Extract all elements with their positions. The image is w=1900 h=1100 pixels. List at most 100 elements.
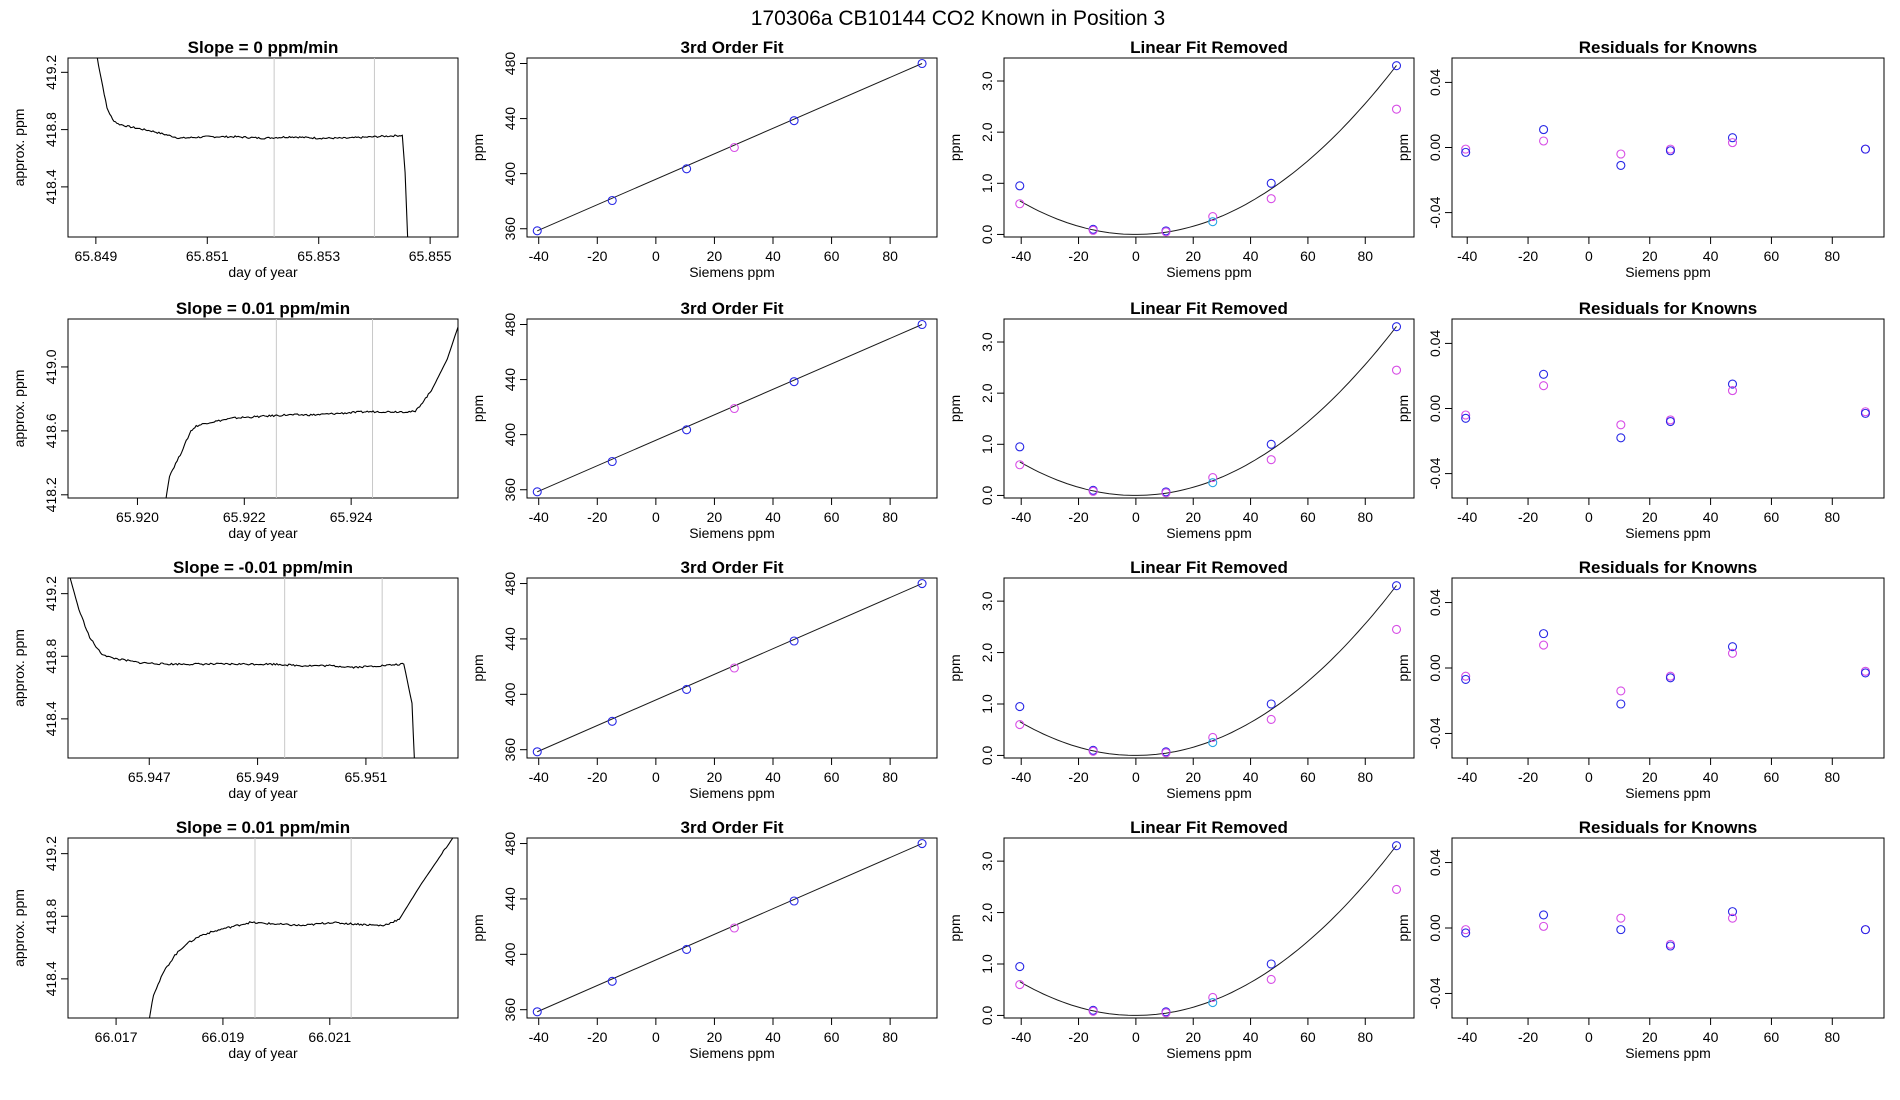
y-axis-label: ppm [947, 914, 963, 941]
data-point [1461, 674, 1471, 685]
y-tick-label: -0.04 [1427, 196, 1443, 228]
x-tick-label: 20 [1642, 1029, 1658, 1045]
panel-title: Slope = 0 ppm/min [188, 38, 339, 57]
data-point [1161, 488, 1171, 498]
x-tick-label: -20 [1518, 1029, 1538, 1045]
data-point [1539, 369, 1549, 379]
y-axis-label: ppm [470, 654, 486, 681]
y-tick-label: 440 [502, 627, 518, 651]
x-tick-label: 80 [882, 248, 898, 264]
x-tick-label: -20 [1068, 769, 1088, 785]
y-tick-label: 0.00 [1427, 134, 1443, 161]
data-point [1461, 147, 1471, 157]
data-point [1461, 410, 1471, 420]
data-point [1860, 408, 1870, 418]
panel-fit3-row-2: 3rd Order Fit -40 -20 0 20 40 60 80 360 400 440 480… [470, 299, 938, 541]
x-tick-label: 20 [1642, 248, 1658, 264]
data-point [1015, 720, 1025, 730]
y-tick-label: 400 [502, 162, 518, 186]
y-tick-label: 480 [502, 313, 518, 337]
data-point [1616, 420, 1626, 430]
x-tick-label: 80 [1357, 1029, 1373, 1045]
x-tick-label: 60 [824, 509, 840, 525]
data-point [532, 226, 542, 236]
x-tick-label: 60 [1300, 509, 1316, 525]
fit-line [537, 583, 923, 753]
data-point [1665, 941, 1675, 951]
x-tick-label: 80 [1357, 509, 1373, 525]
y-axis-label: ppm [947, 134, 963, 161]
data-point [1088, 746, 1098, 756]
data-point [1266, 699, 1276, 709]
x-axis-label: Siemens ppm [1166, 525, 1252, 541]
x-tick-label: 65.851 [186, 248, 229, 264]
x-tick-label: -40 [529, 248, 549, 264]
data-point [1616, 160, 1626, 170]
data-point [1860, 144, 1870, 154]
data-point [1208, 732, 1218, 742]
data-point [1161, 1008, 1171, 1018]
y-axis-label: ppm [947, 395, 963, 422]
plot-frame [526, 57, 938, 238]
data-point [1727, 913, 1738, 923]
x-tick-label: 20 [707, 1029, 723, 1045]
x-axis-label: day of year [228, 785, 298, 801]
y-tick-label: 360 [502, 738, 518, 762]
data-point [682, 684, 692, 695]
y-tick-label: 418.4 [43, 701, 59, 736]
y-axis-label: ppm [1395, 654, 1411, 681]
y-tick-label: 0.00 [1427, 654, 1443, 681]
data-point [917, 578, 927, 589]
x-tick-label: 0 [1132, 248, 1140, 264]
data-point [1266, 455, 1276, 465]
data-point [729, 142, 739, 153]
y-tick-label: 440 [502, 368, 518, 392]
y-tick-label: 0.00 [1427, 914, 1443, 941]
x-tick-label: 60 [1764, 769, 1780, 785]
x-tick-label: 20 [1642, 769, 1658, 785]
y-tick-label: 3.0 [979, 591, 995, 611]
y-tick-label: 1.0 [979, 434, 995, 454]
x-tick-label: 0 [652, 509, 660, 525]
plot-frame [526, 837, 938, 1019]
panel-title: Residuals for Knowns [1579, 38, 1758, 57]
data-point [1015, 199, 1025, 209]
x-axis-label: day of year [228, 1045, 298, 1061]
data-point [1015, 980, 1025, 990]
data-point [1391, 624, 1402, 634]
data-point [1461, 925, 1471, 935]
x-tick-label: 40 [1243, 509, 1259, 525]
y-axis-label: approx. ppm [11, 109, 27, 187]
data-point [1088, 486, 1098, 496]
fit-line [537, 324, 923, 493]
y-tick-label: 1.0 [979, 173, 995, 193]
x-tick-label: 0 [1585, 509, 1593, 525]
x-tick-label: 0 [1585, 248, 1593, 264]
data-point [1391, 581, 1402, 591]
data-point [1665, 673, 1675, 683]
plot-frame [526, 577, 938, 759]
y-tick-label: 360 [502, 217, 518, 241]
plot-frame [526, 318, 938, 499]
data-point [607, 195, 617, 206]
plot-frame [1003, 837, 1415, 1019]
fit-curve [1019, 585, 1397, 756]
data-point [1161, 227, 1171, 237]
panel-title: Residuals for Knowns [1579, 558, 1758, 577]
panel-title: Residuals for Knowns [1579, 299, 1758, 318]
data-point [1860, 925, 1870, 935]
x-axis-label: Siemens ppm [1166, 785, 1252, 801]
y-tick-label: 419.2 [43, 55, 59, 90]
data-point [1727, 379, 1738, 389]
data-point [1266, 974, 1276, 984]
panel-title: 3rd Order Fit [681, 299, 784, 318]
x-axis-label: day of year [228, 525, 298, 541]
data-point [1088, 1006, 1098, 1016]
panel-resid-row-2: Residuals for Knowns -40 -20 0 20 40 60 80 -0.04… [1395, 299, 1885, 541]
x-tick-label: 80 [1824, 769, 1840, 785]
x-tick-label: -40 [529, 1029, 549, 1045]
y-tick-label: 418.2 [43, 477, 59, 512]
x-tick-label: 60 [1300, 769, 1316, 785]
panel-line-row-3: Slope = -0.01 ppm/min 65.947 65.949 65.951 4… [11, 558, 459, 801]
x-tick-label: 20 [707, 769, 723, 785]
